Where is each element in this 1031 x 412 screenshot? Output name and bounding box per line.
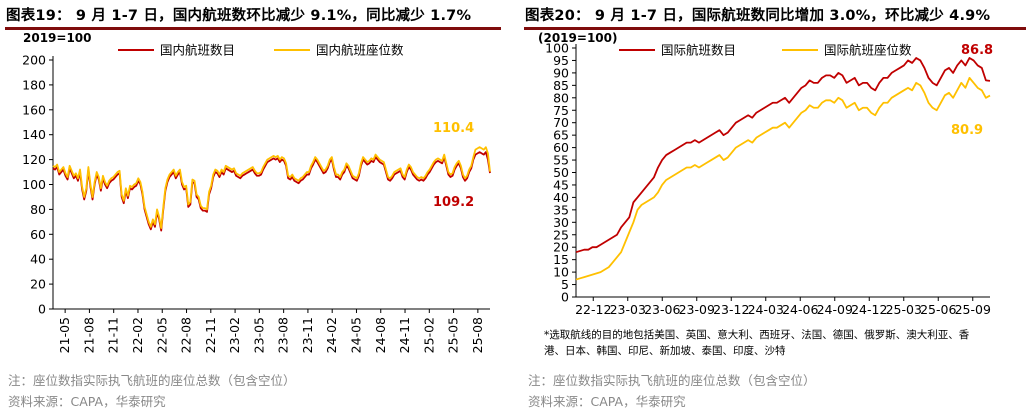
x-tick-label: 25-05: [446, 317, 461, 353]
value-callout: 86.8: [961, 43, 993, 58]
x-tick-label: 23-12: [713, 302, 749, 317]
x-tick-label: 24-03: [748, 302, 784, 317]
x-tick-label: 23-05: [251, 317, 266, 353]
y-tick-label: 180: [22, 77, 46, 92]
y-tick-label: 0: [38, 302, 46, 317]
y-tick-label: 95: [553, 53, 569, 68]
x-tick-label: 23-08: [276, 317, 291, 353]
legend-label: 国内航班数目: [160, 43, 235, 58]
y-tick-label: 40: [553, 190, 569, 205]
x-tick-label: 25-08: [470, 317, 485, 353]
y-tick-label: 30: [553, 215, 569, 230]
x-tick-label: 24-06: [782, 302, 818, 317]
x-tick-label: 23-03: [610, 302, 646, 317]
legend-label: 国际航班座位数: [824, 43, 912, 58]
right-chart-title: 图表20： 9 月 1-7 日，国际航班数同比增加 3.0%，环比减少 4.9%: [525, 7, 991, 24]
y-tick-label: 5: [561, 277, 569, 292]
y-tick-label: 85: [553, 78, 569, 93]
y-tick-label: 15: [553, 252, 569, 267]
unit-label: (2019=100): [538, 31, 617, 45]
y-tick-label: 50: [553, 165, 569, 180]
value-callout: 80.9: [951, 123, 983, 138]
plot-footnote: *选取航线的目的地包括美国、英国、意大利、西班牙、法国、德国、俄罗斯、澳大利亚、…: [544, 328, 970, 341]
international-flights-chart: 0510152025303540455055606570758085909510…: [538, 31, 993, 357]
x-tick-label: 21-08: [81, 317, 96, 353]
plot-footnote: 港、日本、韩国、印尼、新加坡、泰国、印度、沙特: [544, 344, 786, 357]
x-tick-label: 25-06: [920, 302, 956, 317]
x-tick-label: 24-12: [851, 302, 887, 317]
legend-label: 国际航班数目: [661, 43, 736, 58]
x-tick-label: 22-05: [154, 317, 169, 353]
y-tick-label: 200: [22, 53, 46, 68]
y-tick-label: 75: [553, 103, 569, 118]
x-tick-label: 25-09: [955, 302, 991, 317]
x-tick-label: 25-03: [886, 302, 922, 317]
y-tick-label: 140: [22, 127, 46, 142]
x-tick-label: 24-05: [348, 317, 363, 353]
y-tick-label: 20: [30, 277, 46, 292]
legend-label: 国内航班座位数: [316, 43, 404, 58]
left-chart-title: 图表19： 9 月 1-7 日，国内航班数环比减少 9.1%，同比减少 1.7%: [6, 7, 472, 24]
x-tick-label: 21-05: [57, 317, 72, 353]
y-tick-label: 100: [545, 41, 569, 56]
left-footnote-source: 资料来源：CAPA，华泰研究: [8, 394, 166, 409]
y-tick-label: 20: [553, 240, 569, 255]
series-line-1: [575, 57, 991, 254]
x-tick-label: 25-02: [421, 317, 436, 353]
series-line-2: [575, 76, 991, 281]
x-tick-label: 23-11: [300, 317, 315, 353]
value-callout: 109.2: [433, 195, 474, 210]
x-tick-label: 23-09: [679, 302, 715, 317]
right-title-rule: [524, 27, 1026, 30]
x-tick-label: 24-02: [324, 317, 339, 353]
series-line-2: [52, 146, 491, 229]
x-tick-label: 22-12: [575, 302, 611, 317]
y-tick-label: 60: [30, 227, 46, 242]
y-tick-label: 80: [553, 90, 569, 105]
domestic-flights-chart: 0 20 40 60 80 100 120 140 160 180 200 21-05 21-08 21-…: [22, 31, 491, 353]
y-tick-label: 25: [553, 227, 569, 242]
left-footnote-note: 注：座位数指实际执飞航班的座位总数（包含空位）: [8, 373, 296, 388]
unit-label: 2019=100: [23, 31, 92, 45]
x-tick-label: 24-11: [397, 317, 412, 353]
value-callout: 110.4: [433, 121, 474, 136]
x-tick-label: 24-09: [817, 302, 853, 317]
x-tick-label: 24-08: [373, 317, 388, 353]
x-tick-label: 23-06: [644, 302, 680, 317]
x-tick-label: 23-02: [227, 317, 242, 353]
y-tick-label: 160: [22, 102, 46, 117]
y-tick-label: 70: [553, 115, 569, 130]
series-line-1: [52, 151, 491, 232]
y-tick-label: 120: [22, 152, 46, 167]
y-tick-label: 35: [553, 202, 569, 217]
y-tick-label: 45: [553, 177, 569, 192]
left-title-rule: [5, 27, 501, 30]
x-tick-label: 22-11: [203, 317, 218, 353]
y-tick-label: 55: [553, 153, 569, 168]
y-tick-label: 90: [553, 65, 569, 80]
y-tick-label: 60: [553, 140, 569, 155]
y-tick-label: 80: [30, 202, 46, 217]
y-tick-label: 100: [22, 177, 46, 192]
right-footnote-source: 资料来源：CAPA，华泰研究: [528, 394, 686, 409]
x-tick-label: 22-08: [179, 317, 194, 353]
right-footnote-note: 注：座位数指实际执飞航班的座位总数（包含空位）: [528, 373, 816, 388]
y-tick-label: 65: [553, 128, 569, 143]
y-tick-label: 10: [553, 265, 569, 280]
y-tick-label: 0: [561, 290, 569, 305]
y-tick-label: 40: [30, 252, 46, 267]
x-tick-label: 22-02: [130, 317, 145, 353]
x-tick-label: 21-11: [106, 317, 121, 353]
